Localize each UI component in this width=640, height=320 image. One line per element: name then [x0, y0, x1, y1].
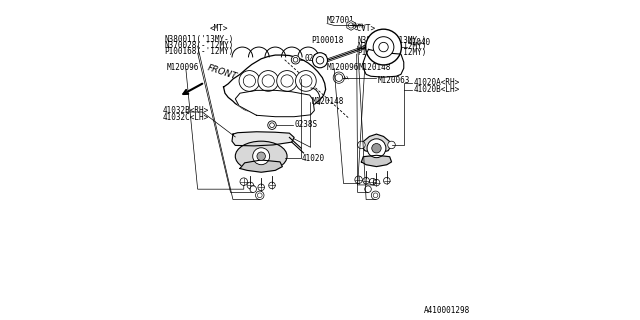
Circle shape	[373, 193, 378, 198]
Circle shape	[253, 148, 269, 165]
Circle shape	[268, 121, 276, 129]
Text: 41020A<RH>: 41020A<RH>	[413, 78, 460, 87]
Circle shape	[316, 56, 324, 64]
Circle shape	[293, 57, 298, 62]
Text: P100168(-'12MY): P100168(-'12MY)	[358, 48, 427, 57]
Circle shape	[239, 71, 260, 91]
Text: 41032C<LH>: 41032C<LH>	[163, 113, 209, 122]
Polygon shape	[347, 20, 355, 30]
Text: N370028(-'12MY): N370028(-'12MY)	[358, 42, 427, 51]
Text: 0238S: 0238S	[305, 54, 328, 63]
Text: 41040: 41040	[408, 38, 431, 47]
Circle shape	[372, 144, 381, 153]
Circle shape	[269, 123, 275, 128]
Text: M120096: M120096	[327, 63, 360, 72]
Text: N370028(-'12MY): N370028(-'12MY)	[164, 41, 234, 50]
Circle shape	[257, 193, 262, 198]
Text: N380011('13MY-): N380011('13MY-)	[164, 35, 234, 44]
Circle shape	[358, 141, 365, 149]
Text: M120063: M120063	[378, 76, 410, 85]
Text: P100168(-'12MY): P100168(-'12MY)	[164, 47, 234, 56]
Circle shape	[291, 56, 300, 64]
Circle shape	[296, 71, 316, 91]
Circle shape	[243, 75, 255, 87]
Circle shape	[300, 75, 312, 87]
Text: M120096: M120096	[167, 63, 200, 72]
Circle shape	[276, 71, 298, 91]
Text: <MT>: <MT>	[209, 24, 228, 33]
Polygon shape	[240, 160, 282, 172]
Text: M120148: M120148	[312, 97, 344, 106]
Text: 41020: 41020	[301, 154, 324, 163]
Circle shape	[371, 191, 380, 200]
Polygon shape	[362, 134, 392, 154]
Circle shape	[333, 72, 344, 83]
Circle shape	[250, 186, 257, 192]
Circle shape	[281, 75, 293, 87]
Text: 41020B<LH>: 41020B<LH>	[413, 85, 460, 94]
Circle shape	[379, 42, 388, 52]
Text: M27001: M27001	[327, 16, 355, 25]
Text: A410001298: A410001298	[424, 306, 470, 315]
Circle shape	[373, 37, 394, 57]
Circle shape	[388, 141, 396, 149]
Polygon shape	[236, 90, 314, 117]
Text: FRONT: FRONT	[205, 63, 237, 81]
Text: <CVT>: <CVT>	[353, 24, 376, 33]
Circle shape	[335, 74, 342, 81]
Circle shape	[365, 186, 371, 192]
Ellipse shape	[236, 141, 287, 171]
Polygon shape	[362, 155, 392, 167]
Circle shape	[312, 53, 328, 68]
Text: 0238S: 0238S	[294, 120, 317, 129]
Circle shape	[367, 139, 386, 158]
Polygon shape	[232, 132, 294, 146]
Circle shape	[262, 75, 275, 87]
Text: 41032B<RH>: 41032B<RH>	[163, 106, 209, 115]
Circle shape	[257, 152, 266, 160]
Polygon shape	[223, 55, 326, 116]
Text: M120148: M120148	[359, 63, 392, 72]
Polygon shape	[364, 49, 404, 77]
Circle shape	[365, 29, 401, 65]
Circle shape	[255, 191, 264, 200]
Text: P100018: P100018	[312, 36, 344, 45]
Circle shape	[258, 71, 278, 91]
Text: N380011('13MY-): N380011('13MY-)	[358, 36, 427, 44]
